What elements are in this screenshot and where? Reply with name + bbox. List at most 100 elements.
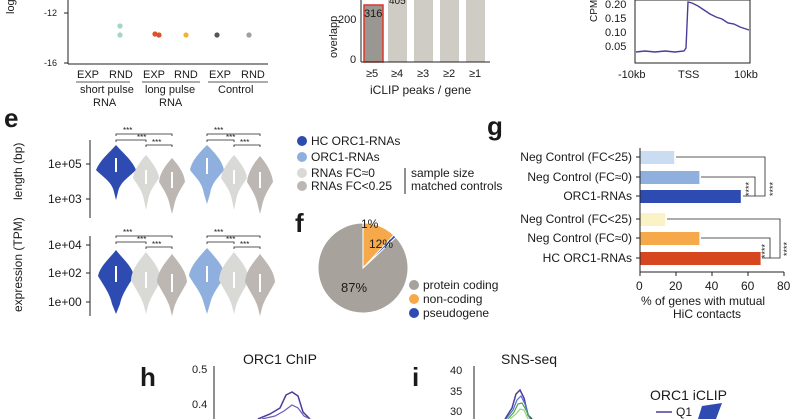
tl-group-long-rna: RNA xyxy=(159,97,183,109)
h-title: ORC1 ChIP xyxy=(243,351,317,367)
tm-x-ge3: ≥3 xyxy=(417,68,429,80)
pie-legend-coding: protein coding xyxy=(423,278,498,292)
i-ytick-40: 40 xyxy=(450,365,462,377)
h-ytick-04: 0.4 xyxy=(192,399,207,411)
bar-ge1 xyxy=(466,0,485,62)
bar-ge4-label: 405 xyxy=(389,0,406,7)
top-right-panel: CPM 0.20 0.15 0.10 0.05 -10kb TSS 10kb xyxy=(589,0,758,81)
legend-note-2: matched controls xyxy=(411,179,502,193)
tr-ytick-010: 0.10 xyxy=(605,27,626,39)
tm-ylabel: overlapp xyxy=(328,16,340,58)
g-bar-label-3: Neg Control (FC<25) xyxy=(520,212,632,226)
bar-ge3 xyxy=(414,0,433,62)
tm-x-ge5: ≥5 xyxy=(366,68,378,80)
panel-i: i SNS-seq 40 35 30 ORC1 iCLIP Q1 xyxy=(412,351,727,419)
legend-fc025-swatch xyxy=(297,181,307,191)
e-sig-6: *** xyxy=(240,138,249,147)
pie-legend-noncoding-swatch xyxy=(409,294,419,304)
i-line-q4 xyxy=(509,408,529,419)
dot-long-exp-1 xyxy=(152,31,158,37)
panel-e: e length (bp) 1e+05 1e+03 *** *** ** xyxy=(4,103,502,316)
tm-x-ge1: ≥1 xyxy=(469,68,481,80)
tr-ytick-015: 0.15 xyxy=(605,13,626,25)
panel-label-i: i xyxy=(412,362,419,392)
top-mid-panel: overlapp 200 0 316 405 ≥5 ≥4 ≥3 ≥2 ≥1 iC… xyxy=(328,0,490,97)
e-sig-7: *** xyxy=(123,228,132,237)
e-sig-2: *** xyxy=(137,133,146,142)
e-sig-12: *** xyxy=(240,240,249,249)
e-sig-3: *** xyxy=(152,138,161,147)
e-top-tick-1e3: 1e+03 xyxy=(48,192,82,206)
g-xtick-80: 80 xyxy=(777,279,791,293)
h-ytick-05: 0.5 xyxy=(192,364,207,376)
dot-short-rnd-2 xyxy=(117,32,123,38)
dot-control-exp xyxy=(214,32,220,38)
i-legend-wedge xyxy=(698,403,722,419)
top-left-panel: log -12 -16 EXP RND EXP RND EXP RND shor… xyxy=(5,0,268,109)
legend-note-1: sample size xyxy=(411,166,475,180)
e-bottom-ylabel: expression (TPM) xyxy=(11,217,25,312)
e-bot-tick-1e2: 1e+02 xyxy=(48,266,82,280)
g-bar-label-4: Neg Control (FC≈0) xyxy=(527,231,632,245)
panel-label-g: g xyxy=(487,111,503,141)
g-xlabel-1: % of genes with mutual xyxy=(641,294,765,308)
e-sig-10: *** xyxy=(214,228,223,237)
h-line-q1 xyxy=(257,391,311,419)
tl-x-rnd-3: RND xyxy=(241,69,265,81)
i-ytick-35: 35 xyxy=(450,386,462,398)
g-bar-3 xyxy=(640,213,666,226)
e-bot-tick-1e0: 1e+00 xyxy=(48,295,82,309)
tr-profile-line xyxy=(635,1,750,53)
e-sig-5: *** xyxy=(226,133,235,142)
legend-fc0-swatch xyxy=(297,168,307,178)
top-left-ytick-16: -16 xyxy=(44,58,57,68)
tl-group-long: long pulse xyxy=(145,84,195,96)
pie-legend-pseudo: pseudogene xyxy=(423,306,489,320)
tl-x-exp-3: EXP xyxy=(209,69,231,81)
g-xtick-20: 20 xyxy=(669,279,683,293)
dot-long-rnd xyxy=(183,32,189,38)
i-ytick-30: 30 xyxy=(450,406,462,418)
violin-top-orc1 xyxy=(190,145,224,204)
tl-x-rnd-2: RND xyxy=(174,69,198,81)
tm-ytick-200: 200 xyxy=(338,14,356,26)
g-bar-group: Neg Control (FC<25) Neg Control (FC≈0) ORC… xyxy=(520,150,761,265)
pie-slice-pseudo xyxy=(362,234,397,269)
i-legend-title: ORC1 iCLIP xyxy=(650,387,727,403)
g-sig-2: **** xyxy=(768,181,778,196)
pie-label-coding: 87% xyxy=(341,280,367,295)
tl-x-exp-2: EXP xyxy=(143,69,165,81)
legend-fc025-label: RNAs FC<0.25 xyxy=(311,179,392,193)
legend-fc0-label: RNAs FC≈0 xyxy=(311,166,375,180)
e-bot-tick-1e4: 1e+04 xyxy=(48,238,82,252)
tr-x-10kb: 10kb xyxy=(734,69,758,81)
tm-x-ge2: ≥2 xyxy=(443,68,455,80)
e-sig-8: *** xyxy=(137,235,146,244)
g-bar-0 xyxy=(640,151,675,164)
pie-legend-pseudo-swatch xyxy=(409,308,419,318)
legend-hc-swatch xyxy=(297,136,307,146)
pie-legend-noncoding: non-coding xyxy=(423,292,482,306)
g-bar-label-2: ORC1-RNAs xyxy=(563,189,632,203)
dot-short-rnd-1 xyxy=(117,23,123,29)
pie-label-noncoding: 12% xyxy=(369,237,393,251)
tl-x-rnd-1: RND xyxy=(109,69,133,81)
pie-label-pseudo: 1% xyxy=(361,217,379,231)
panel-f: f 1% 12% 87% protein coding non-coding p… xyxy=(295,208,498,320)
e-sig-9: *** xyxy=(152,240,161,249)
i-line-q3 xyxy=(507,402,531,419)
panel-label-e: e xyxy=(4,103,18,133)
pie-chart xyxy=(317,222,409,314)
tr-x-minus10: -10kb xyxy=(618,69,646,81)
g-xlabel-2: HiC contacts xyxy=(673,307,741,321)
g-sig-3: **** xyxy=(760,243,770,258)
tm-ytick-0: 0 xyxy=(350,54,356,66)
panel-label-f: f xyxy=(295,208,304,238)
bar-ge4 xyxy=(388,0,407,62)
pie-legend-coding-swatch xyxy=(409,280,419,290)
dot-long-exp-2 xyxy=(156,32,162,38)
g-bar-label-0: Neg Control (FC<25) xyxy=(520,150,632,164)
i-legend-q1: Q1 xyxy=(676,405,692,419)
tr-ytick-020: 0.20 xyxy=(605,0,626,11)
